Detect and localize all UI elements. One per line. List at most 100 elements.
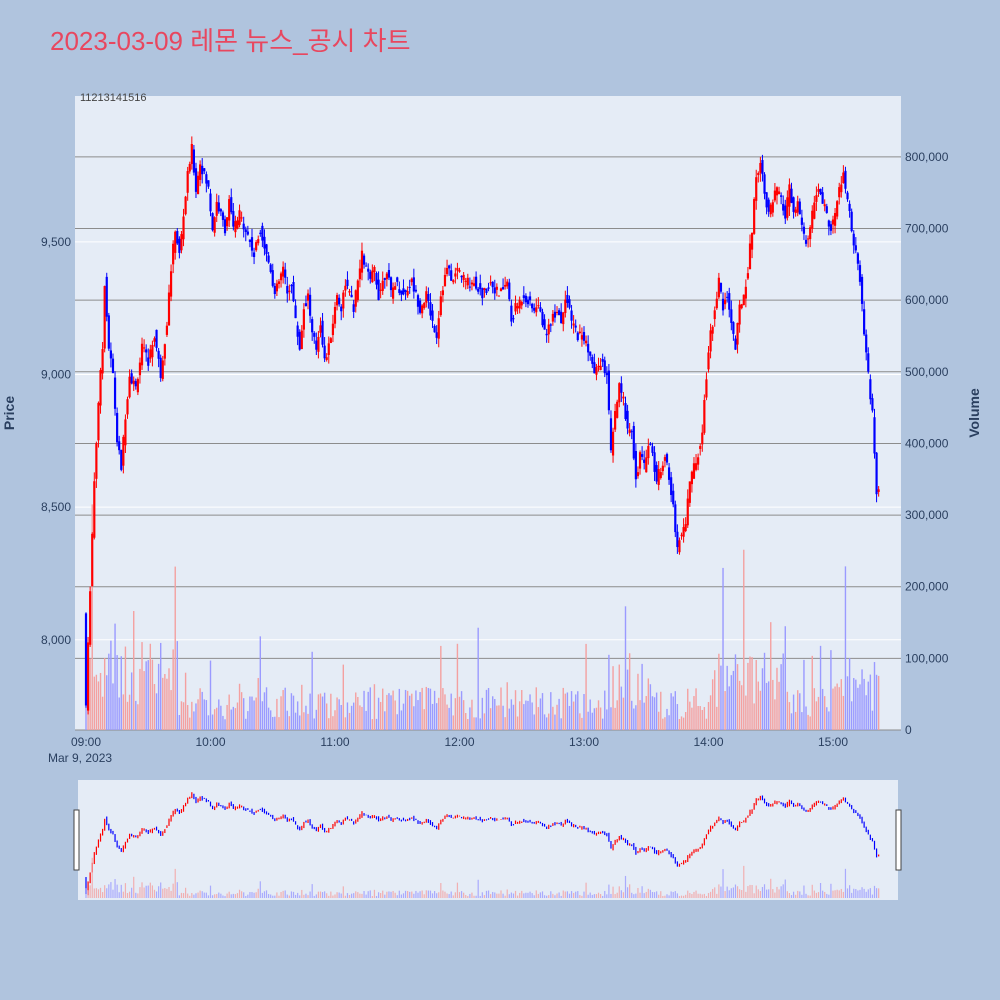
volume-bar bbox=[216, 707, 218, 730]
candle-body bbox=[350, 294, 353, 298]
volume-bar bbox=[284, 687, 286, 730]
slider-volume-bar bbox=[757, 889, 759, 898]
slider-volume-bar bbox=[566, 891, 568, 898]
candle-body bbox=[595, 367, 598, 375]
volume-bar bbox=[799, 693, 801, 730]
range-slider[interactable] bbox=[78, 780, 898, 900]
slider-volume-bar bbox=[492, 891, 494, 898]
volume-bar bbox=[257, 678, 259, 730]
candle-body bbox=[298, 331, 301, 350]
candle-body bbox=[423, 303, 426, 308]
candle-body bbox=[211, 213, 214, 231]
candle-body bbox=[713, 310, 716, 320]
candle-body bbox=[489, 282, 492, 284]
volume-bar bbox=[824, 696, 826, 730]
candle-body bbox=[809, 227, 812, 240]
slider-volume-bar bbox=[786, 891, 788, 898]
slider-volume-bar bbox=[664, 895, 666, 898]
candle-body bbox=[777, 191, 781, 195]
candle-body bbox=[176, 231, 179, 244]
volume-bar bbox=[753, 703, 755, 730]
candle-body bbox=[524, 295, 527, 303]
slider-volume-bar bbox=[834, 890, 836, 898]
slider-volume-bar bbox=[753, 893, 755, 898]
volume-bar bbox=[467, 719, 469, 730]
candle-body bbox=[736, 322, 739, 345]
candle-body bbox=[435, 332, 438, 338]
slider-volume-bar bbox=[707, 893, 710, 898]
volume-bar bbox=[568, 705, 571, 730]
candle-body bbox=[815, 195, 818, 202]
slider-volume-bar bbox=[104, 885, 106, 898]
candle-body bbox=[865, 334, 868, 353]
candle-body bbox=[794, 209, 797, 214]
slider-volume-bar bbox=[170, 890, 172, 898]
slider-volume-bar bbox=[307, 895, 309, 898]
volume-bar bbox=[261, 701, 264, 730]
candle-body bbox=[238, 210, 241, 226]
candle-body bbox=[833, 213, 837, 226]
candle-body bbox=[790, 188, 793, 203]
candle-body bbox=[518, 299, 521, 309]
slider-volume-bar bbox=[709, 891, 712, 898]
slider-volume-bar bbox=[498, 893, 500, 898]
range-slider-preview bbox=[85, 792, 880, 898]
slider-volume-bar bbox=[166, 888, 168, 898]
candle-body bbox=[842, 172, 845, 184]
candle-body bbox=[611, 431, 615, 456]
candle-body bbox=[109, 350, 112, 359]
slider-volume-bar bbox=[602, 895, 604, 898]
volume-bar bbox=[844, 566, 847, 730]
candle-body bbox=[775, 187, 779, 196]
slider-volume-bar bbox=[672, 892, 674, 898]
slider-volume-bar bbox=[388, 891, 390, 898]
volume-bar bbox=[749, 656, 751, 730]
candle-body bbox=[288, 290, 291, 292]
candle-body bbox=[454, 273, 457, 277]
candle-body bbox=[726, 296, 729, 298]
slider-volume-bar bbox=[514, 890, 517, 898]
slider-volume-bar bbox=[195, 893, 197, 898]
candle-body bbox=[510, 305, 513, 322]
slider-volume-bar bbox=[99, 887, 102, 898]
volume-bar bbox=[166, 678, 168, 730]
candle-body bbox=[699, 446, 702, 449]
slider-volume-bar bbox=[867, 889, 869, 898]
volume-bar bbox=[342, 664, 344, 730]
candle-body bbox=[501, 287, 505, 290]
candle-body bbox=[850, 211, 853, 232]
range-slider-right-handle[interactable] bbox=[895, 809, 902, 871]
volume-bar bbox=[433, 690, 436, 730]
volume-bar bbox=[763, 652, 766, 730]
slider-volume-bar bbox=[373, 889, 376, 898]
slider-volume-bar bbox=[645, 891, 647, 898]
volume-bar bbox=[398, 688, 401, 730]
slider-volume-bar bbox=[353, 893, 355, 898]
volume-bar bbox=[693, 696, 695, 730]
slider-volume-bar bbox=[278, 895, 280, 898]
candle-body bbox=[402, 288, 405, 295]
volume-bar bbox=[830, 650, 832, 730]
candle-body bbox=[572, 323, 575, 326]
slider-volume-bar bbox=[849, 885, 851, 898]
candle-body bbox=[680, 534, 683, 536]
candle-body bbox=[761, 160, 764, 175]
range-slider-left-handle[interactable] bbox=[73, 809, 80, 871]
volume-bar bbox=[759, 690, 762, 730]
volume-bar bbox=[674, 691, 676, 730]
volume-bar bbox=[875, 674, 878, 730]
slider-volume-bar bbox=[616, 892, 618, 898]
candle-body bbox=[84, 613, 88, 706]
slider-volume-bar bbox=[361, 893, 363, 898]
candle-body bbox=[304, 303, 308, 307]
volume-bar bbox=[601, 718, 604, 730]
slider-volume-bar bbox=[797, 890, 799, 898]
slider-volume-bar bbox=[135, 892, 137, 898]
slider-volume-bar bbox=[319, 891, 322, 898]
volume-bar bbox=[386, 694, 388, 730]
slider-volume-bar bbox=[819, 883, 822, 898]
candle-body bbox=[825, 206, 828, 213]
volume-bar bbox=[307, 713, 309, 730]
candle-body bbox=[414, 289, 418, 292]
candle-body bbox=[798, 201, 801, 215]
